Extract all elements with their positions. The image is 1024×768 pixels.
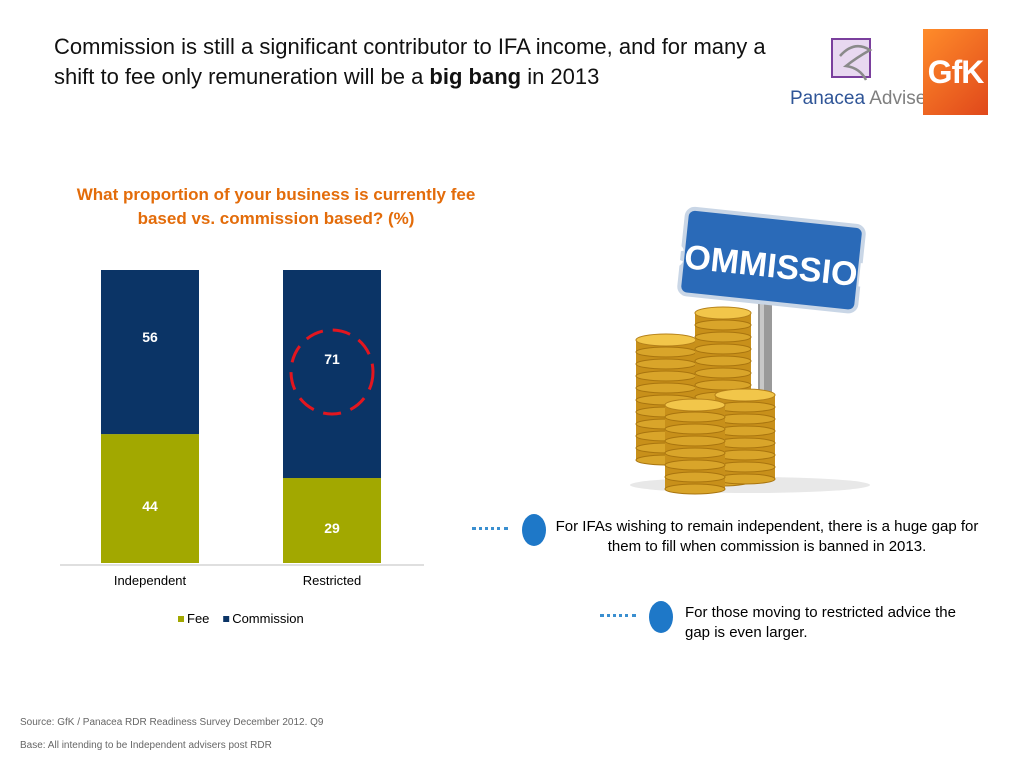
bar-fee-restricted xyxy=(283,478,381,563)
data-label: 56 xyxy=(142,329,158,345)
legend-entry: Commission xyxy=(232,611,304,626)
gfk-logo-text: GfK xyxy=(927,53,985,90)
headline-emphasis: big bang xyxy=(429,64,522,89)
headline: Commission is still a significant contri… xyxy=(54,32,774,92)
callout-bullet-icon xyxy=(522,514,546,546)
footer-source: Source: GfK / Panacea RDR Readiness Surv… xyxy=(20,717,324,728)
panacea-name: Panacea xyxy=(790,88,866,109)
callout-independent: For IFAs wishing to remain independent, … xyxy=(472,514,992,562)
callout-text: For those moving to restricted advice th… xyxy=(685,604,956,641)
callout-text: For IFAs wishing to remain independent, … xyxy=(555,518,979,555)
stacked-bar-chart: 44 56 Independent 29 71 Restricted Fee Commissi… xyxy=(60,270,424,626)
panacea-logo-icon xyxy=(831,38,873,81)
legend-entry: Fee xyxy=(187,611,209,626)
coin-stacks-icon xyxy=(630,306,870,495)
callout-dotted-line xyxy=(600,614,636,617)
commission-sign-illustration: COMMISSION xyxy=(630,206,880,495)
legend-swatch xyxy=(178,616,184,622)
panacea-adviser-logo: Panacea Adviser xyxy=(788,36,933,116)
legend-swatch xyxy=(223,616,230,622)
gfk-logo: GfK xyxy=(923,29,988,115)
bar-fee-independent xyxy=(101,434,199,563)
panacea-suffix: Adviser xyxy=(869,88,933,109)
callout-dotted-line xyxy=(472,527,508,530)
data-label: 71 xyxy=(324,351,340,367)
callout-restricted: For those moving to restricted advice th… xyxy=(600,601,1010,649)
data-label: 29 xyxy=(324,520,340,536)
headline-text-end: in 2013 xyxy=(521,64,600,89)
headline-text: Commission is still a significant contri… xyxy=(54,34,766,89)
bar-commission-independent xyxy=(101,270,199,435)
callout-bullet-icon xyxy=(649,601,673,633)
bar-commission-restricted xyxy=(283,270,381,479)
footer-base: Base: All intending to be Independent ad… xyxy=(20,740,272,751)
x-tick-label: Independent xyxy=(114,573,187,588)
commission-sign-icon: COMMISSION xyxy=(658,206,880,314)
highlight-circle xyxy=(289,328,375,416)
chart-title: What proportion of your business is curr… xyxy=(76,185,476,228)
panacea-logo-label: Panacea Adviser xyxy=(790,88,933,110)
x-tick-label: Restricted xyxy=(303,573,362,588)
data-label: 44 xyxy=(142,498,158,514)
